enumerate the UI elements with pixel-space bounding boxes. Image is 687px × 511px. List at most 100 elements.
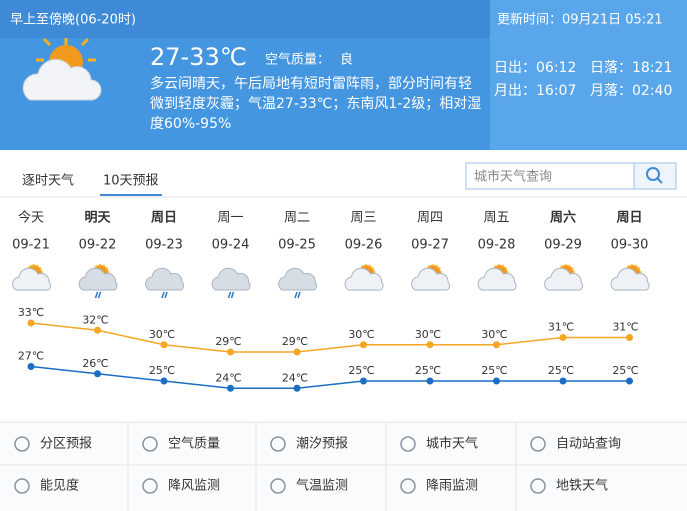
lows-label: 25℃ [548, 364, 574, 377]
highs-point [559, 334, 567, 341]
link-label: 能见度 [40, 478, 79, 494]
link-icon [14, 478, 30, 494]
lows-label: 26℃ [82, 357, 108, 370]
date: 09-26 [345, 238, 383, 253]
lows-point [360, 377, 367, 385]
link-icon [142, 436, 158, 452]
link-icon [530, 478, 546, 494]
cloud [211, 267, 251, 291]
highs-point [94, 326, 101, 334]
weather-icon [610, 264, 650, 291]
cloud [610, 267, 650, 291]
highs-point [227, 348, 234, 356]
cloud [411, 267, 451, 291]
highs-label: 30℃ [149, 328, 175, 341]
highs-label: 29℃ [282, 335, 308, 348]
date: 09-28 [478, 238, 516, 253]
lows-line [30, 365, 630, 389]
link-icon [14, 436, 30, 452]
highs-label: 32℃ [82, 313, 108, 326]
temperature: 27-33℃ [150, 43, 247, 71]
cloud [544, 267, 584, 291]
link[interactable]: 潮汐预报 [270, 436, 348, 452]
air-quality: 良 [340, 52, 353, 68]
link-icon [400, 436, 416, 452]
weather-icon [145, 267, 185, 299]
highs-label: 30℃ [481, 328, 507, 341]
weekday: 周三 [350, 211, 376, 226]
moonrise: 月出：16:07 [494, 83, 576, 99]
side-panel [490, 0, 687, 150]
link[interactable]: 地铁天气 [530, 478, 608, 494]
highs-point [493, 341, 500, 349]
weekday: 周五 [483, 211, 509, 226]
tab-underline [100, 194, 162, 196]
link[interactable]: 气温监测 [270, 478, 348, 494]
highs-point [160, 341, 168, 349]
highs-label: 29℃ [215, 335, 241, 348]
highs-point [626, 334, 633, 341]
date: 09-21 [12, 238, 50, 253]
rain [294, 291, 301, 299]
link[interactable]: 降雨监测 [400, 478, 478, 494]
lows-point [27, 363, 35, 370]
link-label: 降风监测 [168, 479, 220, 494]
search-button[interactable] [633, 162, 677, 190]
link[interactable]: 城市天气 [400, 436, 478, 452]
lows-point [160, 377, 168, 385]
description-line: 多云间晴天，午后局地有短时雷阵雨，部分时间有轻 [150, 75, 472, 92]
cloud [12, 267, 52, 291]
link-icon [400, 478, 416, 494]
weekday: 周六 [550, 210, 576, 226]
cloud [278, 267, 318, 291]
rain [161, 291, 168, 299]
lows-point [293, 384, 301, 392]
link-label: 自动站查询 [556, 437, 621, 452]
lows-label: 25℃ [415, 364, 441, 377]
weekday: 周四 [417, 211, 443, 226]
date: 09-23 [145, 238, 183, 253]
weekday: 明天 [84, 211, 111, 226]
lows-label: 25℃ [481, 364, 507, 377]
highs-label: 31℃ [612, 321, 638, 334]
header-icon [22, 37, 102, 101]
tab[interactable]: 逐时天气 [22, 173, 74, 189]
weekday: 周日 [151, 211, 177, 226]
description-line: 度60%-95% [150, 116, 231, 132]
link-label: 分区预报 [40, 437, 92, 452]
link-icon [530, 436, 546, 452]
lows-point [493, 377, 500, 385]
lows-point [559, 377, 567, 385]
sunrise: 日出：06:12 [494, 60, 576, 76]
weekday: 周一 [217, 211, 243, 226]
update-time: 更新时间：09月21日 05:21 [497, 12, 663, 28]
tab[interactable]: 10天预报 [103, 174, 159, 189]
date: 09-30 [611, 238, 649, 253]
lows-point [94, 370, 101, 378]
link[interactable]: 能见度 [14, 478, 79, 494]
cloud [78, 267, 118, 291]
date: 09-29 [544, 238, 582, 253]
period-strip [0, 0, 490, 38]
lows-label: 27℃ [18, 350, 44, 363]
highs-label: 31℃ [548, 321, 574, 334]
rain [227, 291, 235, 299]
highs-label: 33℃ [18, 306, 44, 319]
link[interactable]: 空气质量 [142, 436, 220, 452]
link-label: 降雨监测 [426, 479, 478, 494]
link[interactable]: 自动站查询 [530, 436, 621, 452]
lows-label: 24℃ [215, 371, 241, 384]
date: 09-22 [79, 238, 117, 253]
search-placeholder: 城市天气查询 [474, 169, 552, 185]
link[interactable]: 降风监测 [142, 478, 220, 494]
link[interactable]: 分区预报 [14, 436, 92, 452]
sunset: 日落：18:21 [590, 60, 672, 76]
weekday: 周日 [616, 211, 642, 226]
lows-label: 25℃ [348, 364, 374, 377]
weather-icon [278, 267, 318, 299]
lows-point [227, 384, 234, 392]
weather-icon [78, 264, 118, 299]
weekday: 周二 [284, 211, 310, 226]
